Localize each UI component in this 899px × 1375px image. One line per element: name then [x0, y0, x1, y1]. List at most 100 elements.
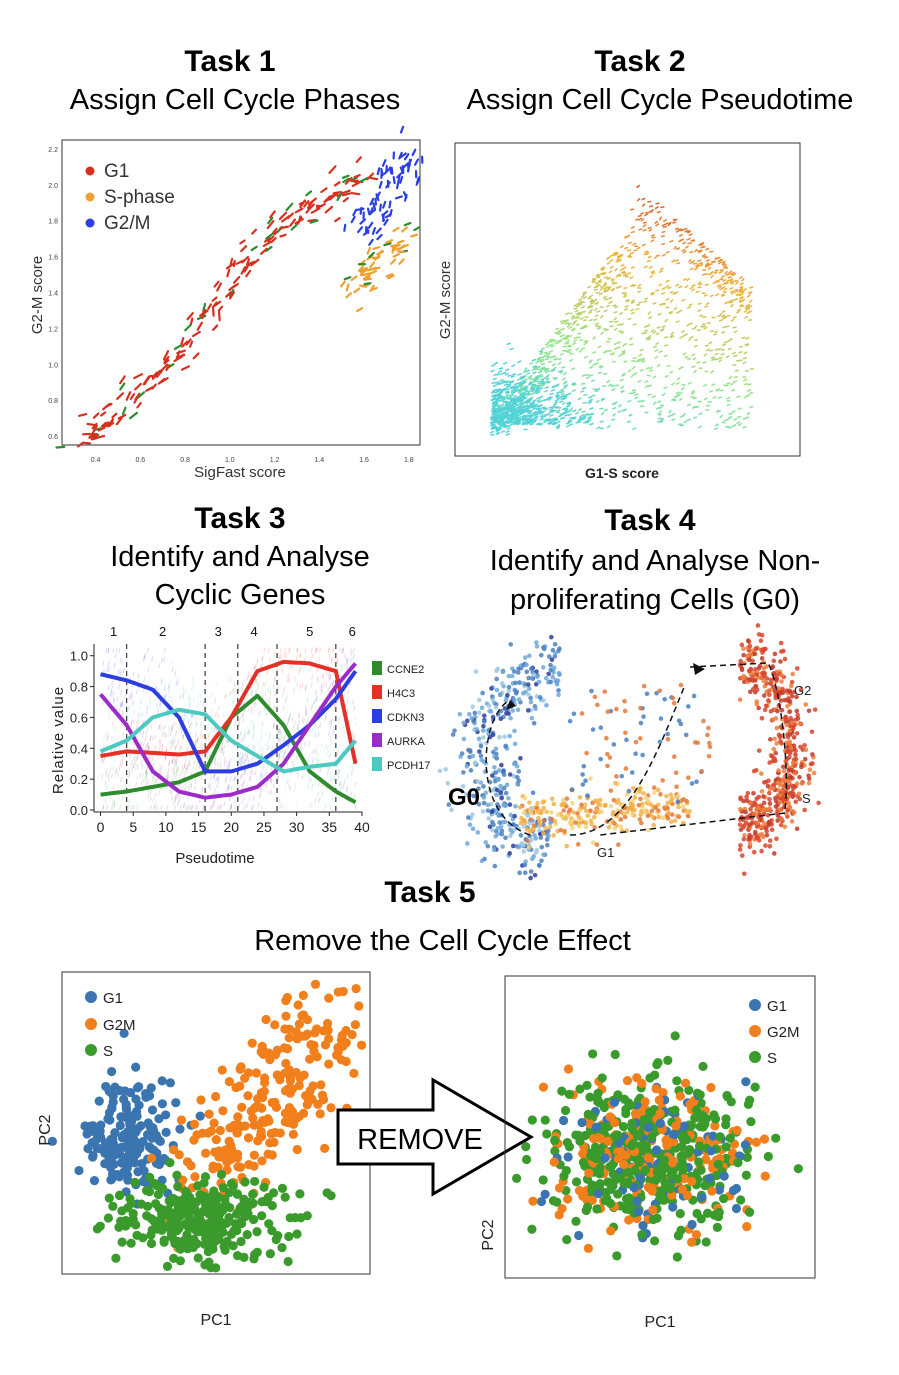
task2-point — [524, 400, 529, 404]
task2-point — [682, 334, 687, 337]
task3-sample-point — [167, 732, 170, 738]
task4-cell-point — [477, 749, 482, 754]
task3-sample-point — [112, 697, 115, 703]
task1-s-point — [343, 276, 352, 281]
task3-sample-point — [184, 785, 187, 791]
task2-point — [585, 421, 590, 425]
task4-cell-point — [786, 768, 792, 773]
task4-cell-point — [528, 810, 534, 816]
task2-point — [622, 408, 628, 412]
task4-cell-point — [493, 705, 499, 710]
task4-cell-point — [472, 760, 478, 766]
task2-point — [639, 211, 645, 216]
task2-point — [665, 284, 670, 289]
task2-point — [674, 259, 679, 262]
task2-point — [564, 319, 569, 323]
task1-g2m-point — [388, 166, 393, 175]
task1-g1-point — [188, 340, 194, 348]
task2-point — [540, 377, 545, 381]
task5-before-g1-point — [117, 1158, 127, 1168]
task3-sample-point — [140, 713, 143, 719]
task4-cell-point — [791, 689, 797, 695]
task3-sample-point — [242, 736, 245, 743]
task2-point — [746, 394, 751, 397]
task2-point — [538, 373, 543, 377]
task3-sample-point — [215, 776, 218, 783]
task2-point — [648, 210, 653, 213]
task3-sample-point — [127, 804, 130, 810]
task1-g1-point — [336, 191, 344, 201]
task2-point — [736, 415, 742, 419]
task2-point — [509, 407, 515, 411]
task2-point — [628, 392, 633, 395]
task2-point — [620, 389, 625, 394]
task2-point — [516, 406, 521, 410]
task2-point — [571, 328, 576, 332]
task2-point — [694, 405, 700, 409]
task4-cell-point — [764, 832, 770, 838]
task3-sample-point — [289, 711, 292, 717]
task3-sample-point — [258, 741, 261, 747]
task2-point — [603, 283, 608, 288]
task2-point — [568, 326, 573, 330]
task4-cell-point — [524, 827, 530, 832]
task2-point — [595, 291, 601, 294]
task4-cell-point — [630, 798, 635, 804]
task2-point — [507, 397, 513, 401]
task3-sample-point — [336, 658, 339, 665]
task1-g1-point — [186, 312, 194, 321]
task1-s-point — [369, 270, 377, 275]
task3-sample-point — [299, 742, 302, 748]
task3-sample-point — [281, 747, 284, 754]
task2-point — [734, 288, 739, 292]
task3-sample-point — [280, 734, 283, 740]
task2-point — [564, 337, 569, 341]
task2-point — [702, 315, 707, 319]
task2-point — [669, 335, 674, 339]
task2-point — [520, 376, 525, 380]
task2-point — [609, 259, 614, 262]
task2-point — [622, 372, 627, 376]
task4-cell-point — [787, 728, 793, 733]
task2-point — [519, 385, 525, 389]
task2-point — [641, 203, 646, 208]
task2-point — [749, 391, 754, 395]
task2-point — [493, 411, 498, 415]
task3-sample-point — [223, 801, 226, 807]
task4-cell-point — [479, 757, 484, 763]
task2-point — [491, 381, 496, 385]
task3-ytick: 0.2 — [70, 772, 88, 787]
task2-point — [682, 412, 686, 417]
task4-cell-point — [657, 688, 663, 694]
task3-sample-point — [175, 767, 178, 773]
task5-before-g2m-point — [247, 1038, 257, 1048]
task3-sample-point — [190, 783, 193, 789]
task3-xtick: 25 — [256, 819, 272, 835]
task2-point — [517, 398, 523, 402]
task2-point — [606, 256, 611, 261]
task4-cell-point — [707, 744, 713, 750]
task2-point — [628, 336, 634, 341]
task2-point — [682, 241, 687, 245]
task3-ytick: 0.8 — [70, 680, 88, 695]
task3-sample-point — [265, 741, 268, 747]
task2-point — [522, 386, 527, 390]
task2-point — [712, 260, 717, 264]
task3-sample-point — [353, 793, 356, 800]
task3-sample-point — [186, 713, 189, 719]
task2-point — [635, 307, 640, 311]
task2-point — [726, 382, 731, 385]
task2-point — [590, 301, 595, 306]
task1-s-point — [401, 243, 410, 249]
task4-cell-point — [792, 771, 798, 776]
task2-point — [670, 397, 676, 402]
task4-cell-point — [614, 774, 619, 779]
task2-point — [690, 391, 695, 396]
task2-ylabel: G2-M score — [437, 261, 454, 339]
task2-point — [489, 430, 495, 434]
task5-before-g2m-point — [240, 1073, 250, 1083]
task4-cell-point — [782, 824, 788, 830]
task3-sample-point — [130, 718, 133, 724]
task2-point — [693, 267, 699, 271]
task2-point — [734, 297, 739, 301]
